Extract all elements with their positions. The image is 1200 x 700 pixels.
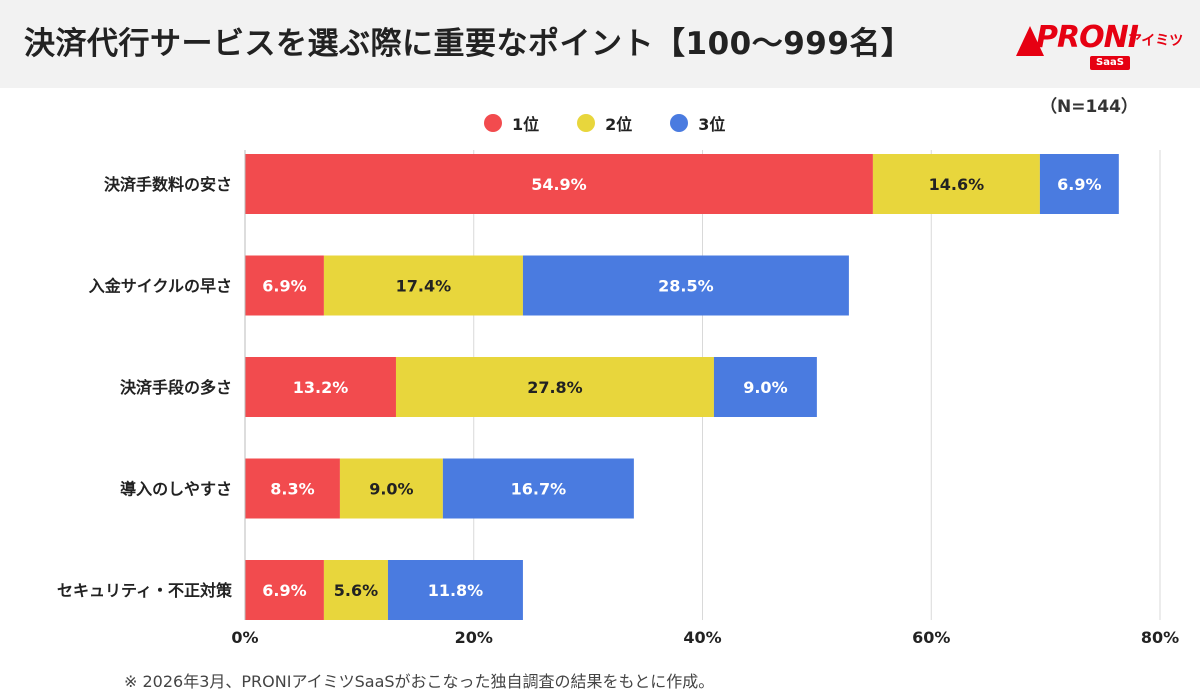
x-tick-label: 60% bbox=[912, 628, 950, 647]
legend-item-rank2: 2位 bbox=[577, 111, 632, 135]
bar-segment bbox=[1039, 154, 1119, 214]
bar-segment bbox=[323, 560, 388, 620]
footnote: ※ 2026年3月、PRONIアイミツSaaSがおこなった独自調査の結果をもとに… bbox=[124, 672, 715, 691]
data-label: 17.4% bbox=[396, 277, 452, 296]
data-label: 27.8% bbox=[527, 378, 583, 397]
legend-dot-icon bbox=[577, 114, 596, 132]
bar-segment bbox=[323, 255, 523, 316]
logo-badge: SaaS bbox=[1090, 56, 1130, 70]
x-tick-label: 80% bbox=[1141, 628, 1179, 647]
sample-size-note: （N=144） bbox=[1040, 97, 1138, 117]
logo-main-text: PRONI bbox=[1036, 20, 1139, 55]
bar-segment bbox=[442, 458, 634, 519]
legend-dot-icon bbox=[670, 114, 689, 132]
data-label: 6.9% bbox=[1057, 175, 1101, 194]
x-tick-label: 0% bbox=[231, 628, 258, 647]
legend-label: 3位 bbox=[698, 115, 726, 134]
legend-item-rank1: 1位 bbox=[484, 111, 539, 135]
data-label: 14.6% bbox=[929, 175, 985, 194]
category-label: 決済手段の多さ bbox=[120, 378, 232, 397]
data-label: 16.7% bbox=[511, 480, 567, 499]
category-label: セキュリティ・不正対策 bbox=[57, 581, 233, 600]
bar-segment bbox=[395, 357, 714, 417]
legend-item-rank3: 3位 bbox=[670, 111, 725, 135]
legend-dot-icon bbox=[484, 114, 502, 132]
legend-label: 2位 bbox=[605, 115, 633, 134]
data-label: 11.8% bbox=[428, 581, 484, 600]
chart-legend: 1位 2位 3位 bbox=[484, 110, 725, 136]
logo-sub-text: アイミツ bbox=[1128, 33, 1184, 49]
bar-segment bbox=[245, 560, 324, 620]
header: 決済代行サービスを選ぶ際に重要なポイント【100〜999名】 PRONI アイミ… bbox=[0, 0, 1200, 88]
category-label: 導入のしやすさ bbox=[120, 480, 232, 499]
x-tick-label: 20% bbox=[455, 628, 493, 647]
bar-segment bbox=[339, 458, 443, 519]
bar-segment bbox=[872, 154, 1040, 214]
bar-segment bbox=[387, 560, 523, 620]
category-label: 入金サイクルの早さ bbox=[89, 277, 232, 296]
data-label: 8.3% bbox=[270, 480, 314, 499]
category-label: 決済手数料の安さ bbox=[104, 175, 232, 194]
data-label: 6.9% bbox=[262, 581, 306, 600]
bar-segment bbox=[245, 255, 324, 316]
brand-logo: PRONI アイミツ SaaS bbox=[1016, 16, 1184, 72]
bar-segment bbox=[245, 154, 873, 214]
legend-label: 1位 bbox=[512, 115, 540, 134]
data-label: 28.5% bbox=[658, 277, 714, 296]
bar-segment bbox=[245, 458, 340, 519]
data-label: 13.2% bbox=[293, 378, 349, 397]
x-tick-label: 40% bbox=[683, 628, 721, 647]
data-label: 5.6% bbox=[334, 581, 378, 600]
bar-segment bbox=[245, 357, 396, 417]
page-title: 決済代行サービスを選ぶ際に重要なポイント【100〜999名】 bbox=[24, 26, 913, 62]
bar-segment bbox=[713, 357, 817, 417]
data-label: 54.9% bbox=[531, 175, 587, 194]
bar-segment bbox=[522, 255, 849, 316]
data-label: 9.0% bbox=[743, 378, 787, 397]
data-label: 6.9% bbox=[262, 277, 306, 296]
data-label: 9.0% bbox=[369, 480, 413, 499]
logo-mark-icon bbox=[1016, 26, 1044, 56]
